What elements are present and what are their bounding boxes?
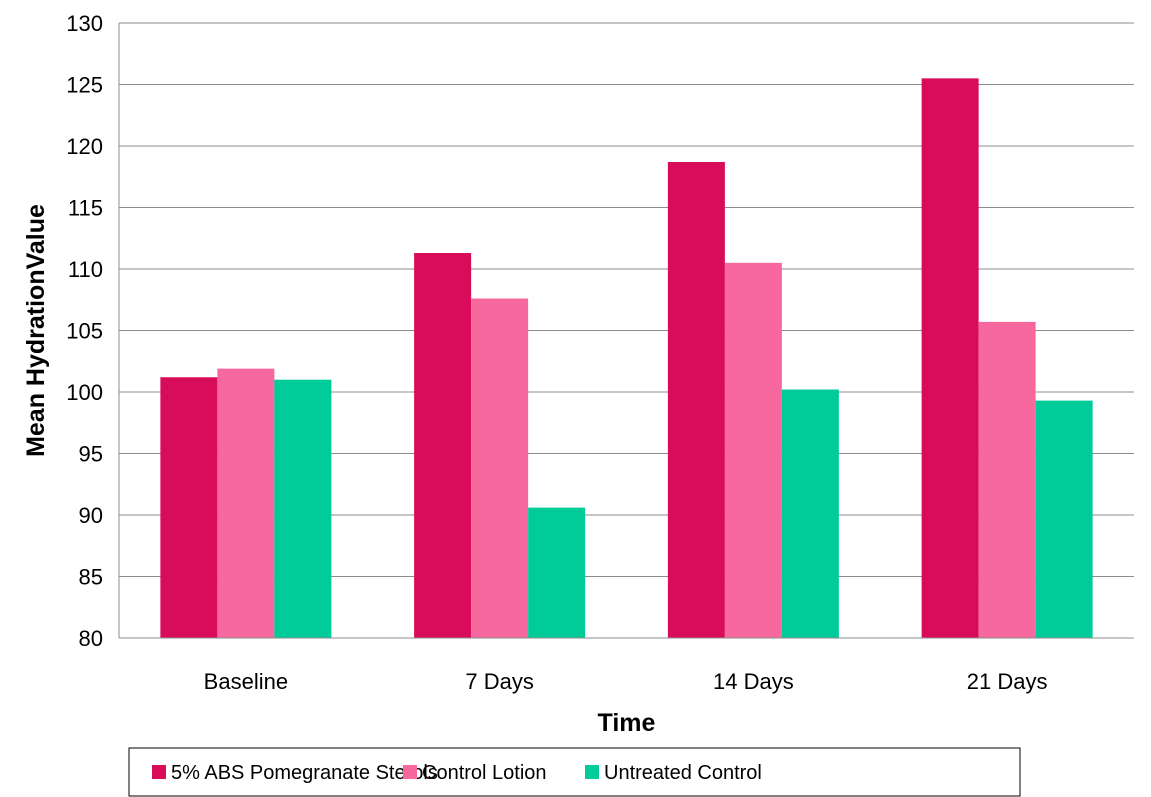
bar: [160, 377, 218, 638]
x-axis-title: Time: [598, 709, 656, 737]
x-tick-label: 21 Days: [967, 669, 1048, 694]
y-tick-label: 115: [68, 196, 103, 221]
bar: [274, 379, 332, 638]
y-tick-label: 95: [79, 442, 103, 467]
legend-swatch: [152, 765, 166, 779]
x-tick-label: Baseline: [204, 669, 288, 694]
y-axis-ticks: 80 85 90 95 100 105 110 115 120 125 130: [66, 11, 103, 651]
bar: [217, 368, 275, 638]
legend-swatch: [403, 765, 417, 779]
bar: [471, 298, 529, 638]
x-tick-label: 7 Days: [465, 669, 533, 694]
bar: [724, 262, 782, 638]
y-tick-label: 100: [66, 380, 103, 405]
y-tick-label: 90: [79, 503, 103, 528]
legend-label: Untreated Control: [604, 762, 762, 784]
bar: [667, 161, 725, 639]
y-tick-label: 85: [79, 565, 103, 590]
y-axis-title: Mean HydrationValue: [22, 204, 50, 457]
bar: [921, 78, 979, 639]
legend-label: 5% ABS Pomegranate Sterols: [171, 762, 438, 784]
bar: [414, 253, 472, 638]
legend-label: Control Lotion: [422, 762, 547, 784]
bar: [781, 389, 839, 638]
y-tick-label: 125: [66, 73, 103, 98]
x-tick-label: 14 Days: [713, 669, 794, 694]
y-tick-label: 80: [79, 626, 103, 651]
bars: [160, 78, 1093, 639]
y-tick-label: 105: [66, 319, 103, 344]
bar: [528, 507, 586, 638]
bar: [1035, 400, 1093, 638]
y-tick-label: 130: [66, 11, 103, 36]
legend-swatch: [585, 765, 599, 779]
y-tick-label: 110: [68, 257, 103, 282]
legend-box: [128, 747, 1021, 797]
y-tick-label: 120: [66, 134, 103, 159]
bar: [978, 321, 1036, 638]
x-axis-ticks: Baseline 7 Days 14 Days 21 Days: [204, 669, 1048, 694]
